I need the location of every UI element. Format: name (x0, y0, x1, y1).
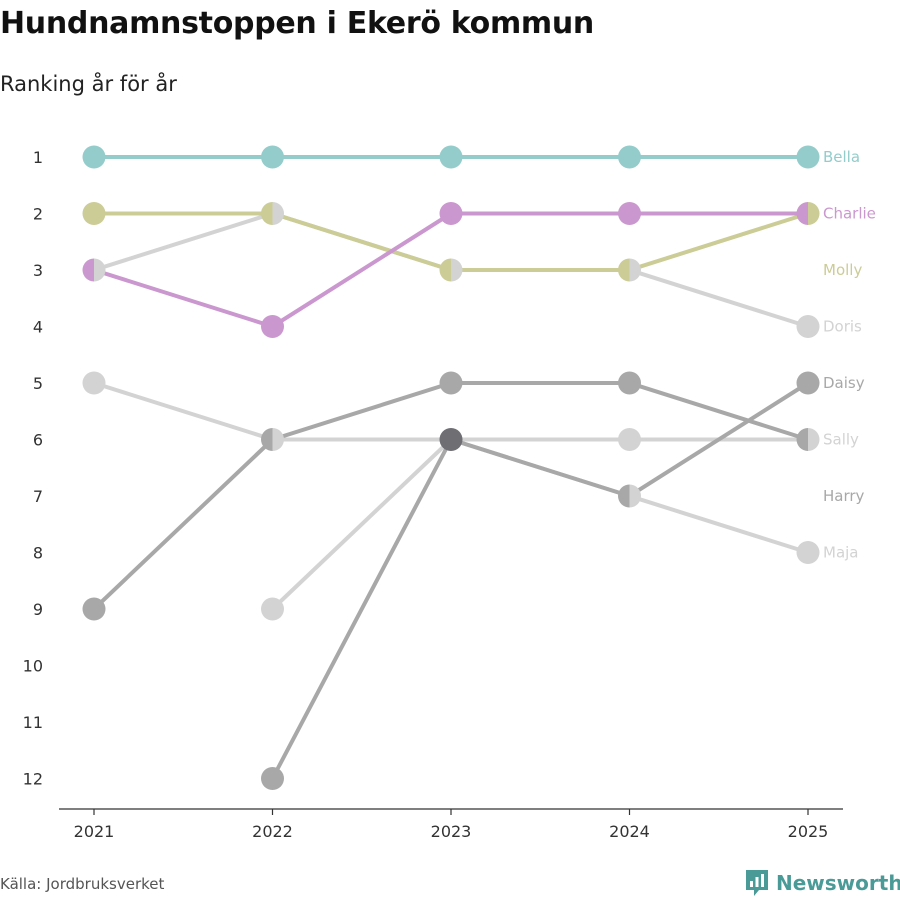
point-maja (808, 428, 820, 451)
series-line-harry (270, 381, 810, 781)
chart-title: Hundnamnstoppen i Ekerö kommun (0, 6, 594, 41)
brand-logo[interactable]: Newsworthy (744, 868, 900, 898)
point-charlie (796, 202, 808, 225)
y-tick-label: 2 (33, 205, 43, 224)
point-molly (439, 258, 451, 282)
y-tick-label: 5 (33, 374, 43, 393)
point-sally (272, 202, 284, 225)
series-label-bella: Bella (823, 148, 860, 166)
x-tick-label: 2024 (609, 822, 650, 841)
point-doris (796, 541, 820, 564)
y-tick-label: 12 (23, 770, 43, 789)
y-tick-label: 6 (33, 431, 43, 450)
point-charlie (261, 315, 284, 338)
brand-name: Newsworthy (776, 871, 900, 895)
point-bella (618, 145, 641, 169)
y-tick-label: 3 (33, 261, 43, 280)
series-label-harry: Harry (823, 487, 865, 505)
point-charlie (82, 258, 94, 282)
point-molly (808, 202, 820, 225)
point-daisy (82, 597, 106, 621)
source-note: Källa: Jordbruksverket (0, 875, 165, 893)
y-tick-label: 4 (33, 318, 43, 337)
point-daisy (261, 428, 273, 451)
x-tick-label: 2023 (431, 822, 472, 841)
point-sally (629, 258, 641, 282)
point-sally (94, 258, 106, 282)
y-tick-label: 7 (33, 487, 43, 506)
point-daisy (618, 371, 641, 395)
series-line-maja (270, 437, 810, 611)
x-tick-label: 2021 (74, 822, 115, 841)
series-label-daisy: Daisy (823, 374, 865, 392)
point-harry (796, 371, 820, 395)
point-overlap (439, 428, 463, 451)
point-bella (796, 145, 820, 169)
point-charlie (439, 202, 463, 225)
x-tick-label: 2022 (252, 822, 293, 841)
point-charlie (618, 202, 641, 225)
point-molly (261, 202, 273, 225)
series-line-doris (92, 381, 810, 555)
point-maja (261, 597, 284, 621)
point-doris (82, 371, 106, 395)
series-label-molly: Molly (823, 261, 862, 279)
point-maja (618, 428, 641, 451)
point-harry (618, 484, 630, 508)
point-bella (82, 145, 106, 169)
series-label-charlie: Charlie (823, 205, 876, 223)
series-label-maja: Maja (823, 544, 859, 562)
chart-subtitle: Ranking år för år (0, 72, 177, 96)
series-label-sally: Sally (823, 431, 859, 449)
point-sally (451, 258, 463, 282)
point-molly (82, 202, 106, 225)
y-tick-label: 1 (33, 148, 43, 167)
point-daisy (796, 428, 808, 451)
point-sally (796, 315, 820, 338)
y-tick-label: 11 (23, 713, 43, 732)
y-tick-label: 10 (23, 657, 43, 676)
point-molly (618, 258, 630, 282)
point-doris (629, 484, 641, 508)
y-tick-label: 9 (33, 600, 43, 619)
x-tick-label: 2025 (788, 822, 829, 841)
series-label-doris: Doris (823, 318, 862, 336)
point-bella (439, 145, 463, 169)
point-daisy (439, 371, 463, 395)
point-bella (261, 145, 284, 169)
y-tick-label: 8 (33, 544, 43, 563)
bar-chart-icon (746, 870, 768, 896)
point-harry (261, 767, 284, 790)
point-doris (272, 428, 284, 451)
